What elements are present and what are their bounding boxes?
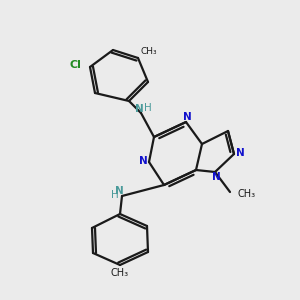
Text: N: N bbox=[115, 186, 123, 196]
Text: N: N bbox=[135, 104, 144, 114]
Text: N: N bbox=[182, 112, 191, 122]
Text: N: N bbox=[236, 148, 244, 158]
Text: N: N bbox=[212, 172, 221, 182]
Text: H: H bbox=[111, 190, 119, 200]
Text: CH₃: CH₃ bbox=[140, 47, 157, 56]
Text: N: N bbox=[139, 156, 147, 166]
Text: CH₃: CH₃ bbox=[238, 189, 256, 199]
Text: CH₃: CH₃ bbox=[111, 268, 129, 278]
Text: Cl: Cl bbox=[70, 61, 82, 70]
Text: H: H bbox=[144, 103, 152, 113]
